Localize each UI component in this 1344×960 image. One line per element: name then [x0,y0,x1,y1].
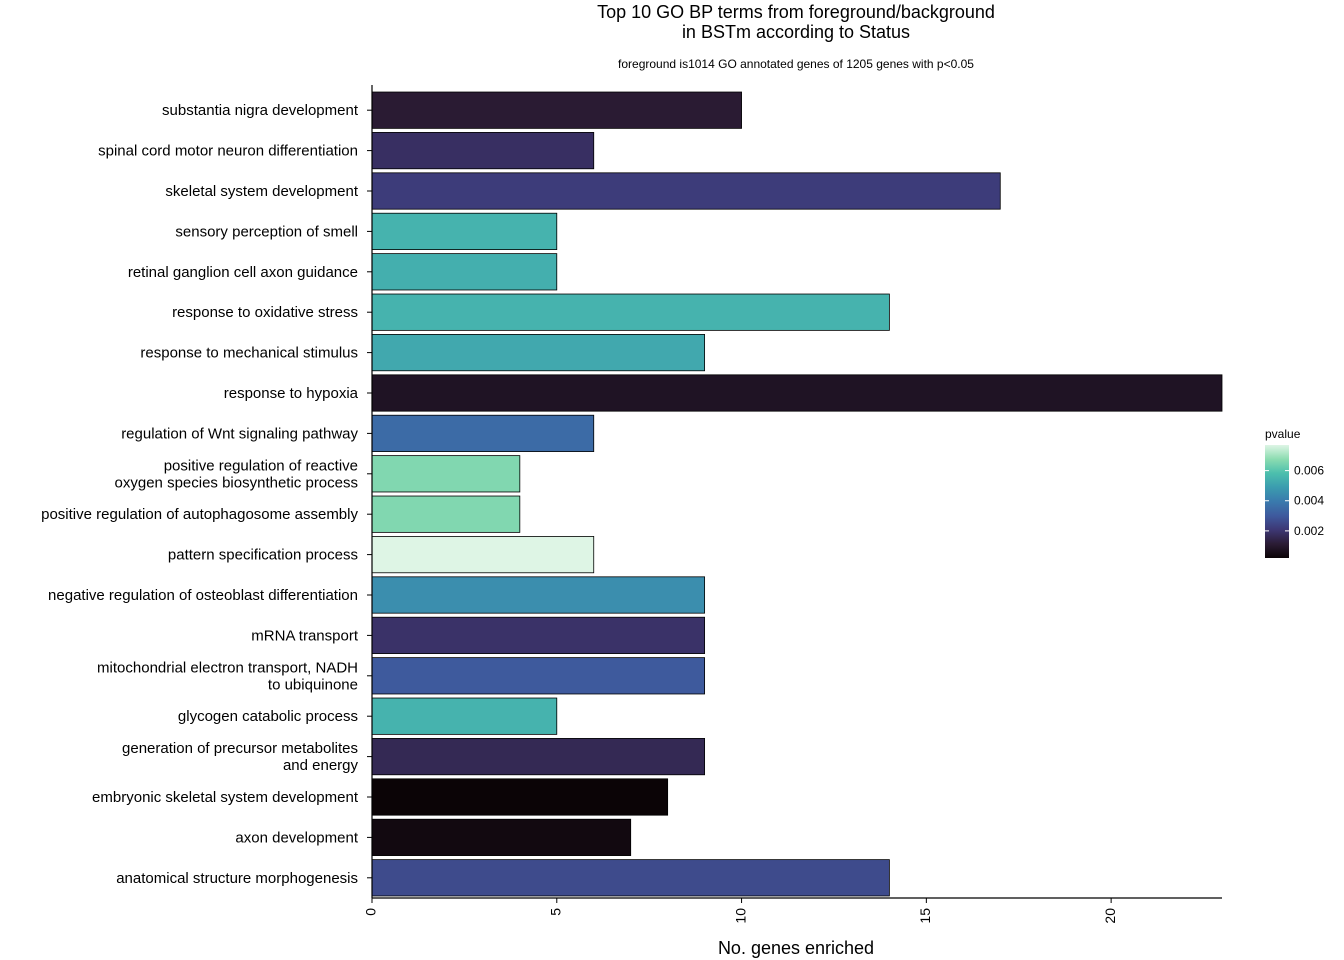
x-tick-label: 20 [1102,908,1118,924]
bar [371,414,595,452]
bars-layer [371,91,1223,897]
bar [371,697,558,735]
category-label: generation of precursor metabolites and e… [122,740,358,774]
chart-title-line-1: Top 10 GO BP terms from foreground/backg… [597,2,995,22]
legend-title: pvalue [1265,427,1301,441]
bar [371,374,1223,412]
category-label: regulation of Wnt signaling pathway [121,425,358,442]
colorbar [1265,445,1289,558]
legend-ticks: 0.002 0.004 0.006 [1265,464,1324,538]
bar [371,455,521,493]
x-tick-label: 5 [547,908,563,916]
bar [371,576,706,614]
category-label: axon development [235,829,358,846]
bar [371,132,595,170]
category-label: substantia nigra development [162,102,359,119]
bar [371,536,595,574]
category-label: pattern specification process [168,547,358,564]
category-labels: substantia nigra development spinal cord … [41,102,372,887]
category-label: positive regulation of reactive oxygen sp… [115,457,358,491]
category-label: response to hypoxia [224,385,359,402]
chart-title-line-2: in BSTm according to Status [682,22,910,42]
bar [371,172,1001,210]
category-label: glycogen catabolic process [178,708,358,725]
x-axis-ticks: 0 5 10 15 20 [363,898,1118,924]
bar [371,334,706,372]
category-label: response to oxidative stress [172,304,358,321]
x-tick-label: 15 [917,908,933,924]
category-label: retinal ganglion cell axon guidance [128,264,358,281]
bar [371,616,706,654]
colorbar-legend: pvalue 0.002 0.004 0.006 [1265,427,1324,558]
category-label: embryonic skeletal system development [92,789,359,806]
chart-subtitle: foreground is1014 GO annotated genes of … [618,57,974,71]
bar [371,253,558,291]
category-label: positive regulation of autophagosome ass… [41,506,358,523]
bar [371,293,890,331]
category-label: response to mechanical stimulus [140,345,358,362]
category-label: skeletal system development [165,183,358,200]
bar [371,738,706,776]
bar [371,657,706,695]
bar [371,778,669,816]
legend-tick-label: 0.006 [1294,464,1324,478]
category-label: anatomical structure morphogenesis [116,870,358,887]
bar [371,212,558,250]
bar [371,859,890,897]
category-label: sensory perception of smell [175,223,358,240]
x-axis-title: No. genes enriched [718,938,874,958]
bar [371,818,632,856]
bar [371,91,742,129]
legend-tick-label: 0.002 [1294,524,1324,538]
x-tick-label: 0 [363,908,379,916]
category-label: spinal cord motor neuron differentiation [98,143,358,160]
category-label: mitochondrial electron transport, NADH to… [97,659,358,693]
bar [371,495,521,533]
category-label: negative regulation of osteoblast differ… [48,587,358,604]
x-tick-label: 10 [732,908,748,924]
legend-tick-label: 0.004 [1294,494,1324,508]
category-label: mRNA transport [251,627,359,644]
